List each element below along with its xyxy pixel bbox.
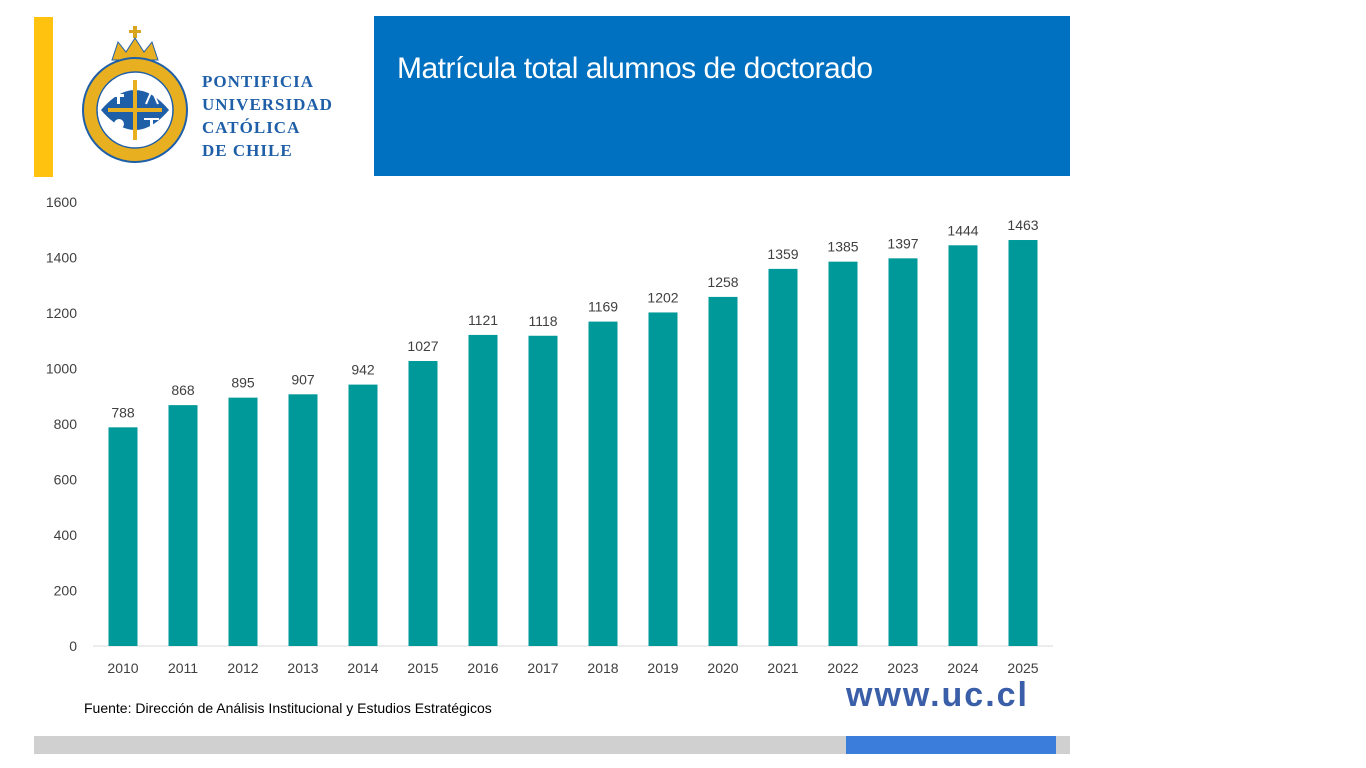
x-axis-ticks: 2010 2011 2012 2013 2014 2015 2016 2017 2018 2019… <box>107 660 1038 676</box>
bar-2011 <box>168 405 198 646</box>
website-link[interactable]: www.uc.cl <box>846 676 1030 714</box>
institution-line: DE CHILE <box>202 141 293 160</box>
bars-group <box>108 240 1038 646</box>
data-label-2011: 868 <box>171 382 195 398</box>
crown-icon <box>111 26 159 61</box>
x-tick-label-2021: 2021 <box>767 660 798 676</box>
x-tick-label-2016: 2016 <box>467 660 498 676</box>
compass-icon <box>145 89 159 105</box>
accent-bar <box>34 17 53 177</box>
x-tick-label-2020: 2020 <box>707 660 738 676</box>
bar-2023 <box>888 258 918 646</box>
footer-bar-blue <box>846 736 1056 754</box>
data-label-2023: 1397 <box>887 235 918 251</box>
bar-2013 <box>288 394 318 646</box>
institution-line: UNIVERSIDAD <box>202 95 333 114</box>
bar-2022 <box>828 261 858 646</box>
bar-2017 <box>528 335 558 646</box>
y-tick-label-800: 800 <box>54 416 78 432</box>
bar-2019 <box>648 312 678 646</box>
x-tick-label-2014: 2014 <box>347 660 378 676</box>
y-tick-label-1400: 1400 <box>46 250 77 266</box>
cross-icon <box>113 90 124 104</box>
data-label-2013: 907 <box>291 371 315 387</box>
bar-2016 <box>468 334 498 646</box>
bar-2021 <box>768 268 798 646</box>
bar-2025 <box>1008 240 1038 646</box>
x-tick-label-2023: 2023 <box>887 660 918 676</box>
x-tick-label-2022: 2022 <box>827 660 858 676</box>
institution-line: CATÓLICA <box>202 118 301 137</box>
institution-line: PONTIFICIA <box>202 72 315 91</box>
data-label-2020: 1258 <box>707 274 738 290</box>
data-label-2015: 1027 <box>407 338 438 354</box>
y-tick-label-200: 200 <box>54 583 78 599</box>
y-tick-label-1000: 1000 <box>46 361 77 377</box>
x-tick-label-2012: 2012 <box>227 660 258 676</box>
university-seal-logo <box>82 26 188 163</box>
bar-2010 <box>108 427 138 646</box>
data-label-2012: 895 <box>231 375 255 391</box>
scales-icon <box>144 118 159 132</box>
bar-2024 <box>948 245 978 646</box>
x-tick-label-2018: 2018 <box>587 660 618 676</box>
x-tick-label-2019: 2019 <box>647 660 678 676</box>
title-banner: Matrícula total alumnos de doctorado <box>374 16 1070 176</box>
institution-name: PONTIFICIA UNIVERSIDAD CATÓLICA DE CHILE <box>202 70 333 162</box>
bar-2014 <box>348 384 378 646</box>
x-tick-label-2010: 2010 <box>107 660 138 676</box>
bar-2018 <box>588 321 618 646</box>
y-tick-label-400: 400 <box>54 527 78 543</box>
y-tick-label-1200: 1200 <box>46 305 77 321</box>
enrollment-bar-chart: 788 868 895 907 942 1027 1121 1118 1169 1202 1258 1… <box>46 194 1053 676</box>
y-tick-label-0: 0 <box>69 638 77 654</box>
bar-2012 <box>228 397 258 646</box>
x-tick-label-2025: 2025 <box>1007 660 1038 676</box>
x-tick-label-2011: 2011 <box>168 660 198 676</box>
data-label-2018: 1169 <box>588 299 618 315</box>
data-label-2021: 1359 <box>767 246 798 262</box>
data-labels-group: 788 868 895 907 942 1027 1121 1118 1169 1202 1258 1… <box>111 217 1038 420</box>
y-tick-label-1600: 1600 <box>46 194 77 210</box>
data-label-2019: 1202 <box>647 289 678 305</box>
x-tick-label-2013: 2013 <box>287 660 318 676</box>
data-label-2025: 1463 <box>1007 217 1038 233</box>
slide-title: Matrícula total alumnos de doctorado <box>397 52 873 85</box>
source-note: Fuente: Dirección de Análisis Institucio… <box>84 700 492 716</box>
bar-2020 <box>708 296 738 646</box>
data-label-2022: 1385 <box>827 239 858 255</box>
star-icon <box>114 119 124 129</box>
footer-bar-gray <box>34 736 1070 754</box>
bar-2015 <box>408 361 438 646</box>
x-tick-label-2024: 2024 <box>947 660 978 676</box>
x-tick-label-2015: 2015 <box>407 660 438 676</box>
data-label-2017: 1118 <box>528 313 557 329</box>
data-label-2014: 942 <box>351 362 375 378</box>
data-label-2016: 1121 <box>468 312 498 328</box>
y-tick-label-600: 600 <box>54 472 78 488</box>
x-tick-label-2017: 2017 <box>527 660 558 676</box>
y-axis-ticks: 0 200 400 600 800 1000 1200 1400 1600 <box>46 194 77 654</box>
data-label-2024: 1444 <box>947 222 978 238</box>
data-label-2010: 788 <box>111 404 135 420</box>
